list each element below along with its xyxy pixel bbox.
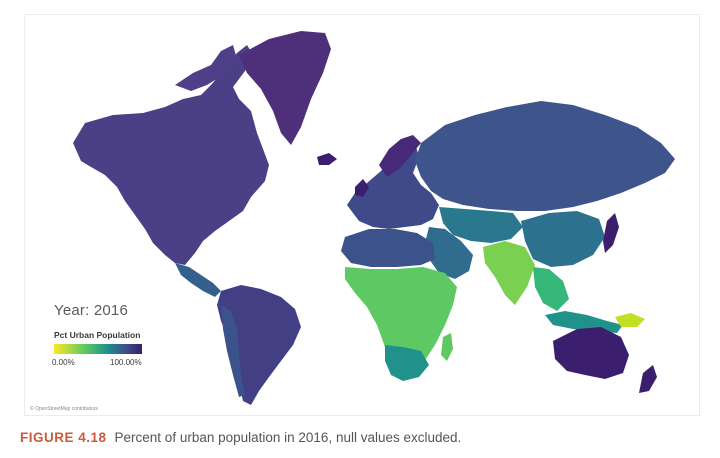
figure-caption-text: Percent of urban population in 2016, nul… [114, 430, 462, 445]
figure-caption: FIGURE 4.18 Percent of urban population i… [20, 430, 461, 445]
region-southeast-asia[interactable] [533, 267, 569, 311]
region-new-zealand[interactable] [639, 365, 657, 393]
region-southern-africa[interactable] [385, 345, 429, 381]
region-central-america[interactable] [175, 263, 221, 297]
region-canadian-arctic[interactable] [175, 45, 237, 91]
legend-title: Pct Urban Population [54, 330, 141, 340]
region-iceland[interactable] [317, 153, 337, 165]
legend-max-label: 100.00% [110, 358, 142, 367]
region-middle-east[interactable] [425, 227, 473, 279]
legend-color-bar [54, 344, 142, 354]
region-japan[interactable] [603, 213, 619, 253]
map-attribution: © OpenStreetMap contributors [30, 406, 98, 412]
region-greenland[interactable] [239, 31, 331, 145]
region-north-america[interactable] [73, 45, 269, 265]
map-frame [24, 14, 700, 416]
region-sub-saharan-africa[interactable] [345, 267, 457, 371]
region-australia[interactable] [553, 327, 629, 379]
legend-min-label: 0.00% [52, 358, 75, 367]
region-madagascar[interactable] [441, 333, 453, 361]
figure-label: FIGURE 4.18 [20, 430, 107, 445]
region-europe[interactable] [347, 143, 439, 229]
region-papua-new-guinea[interactable] [615, 313, 645, 327]
region-central-asia[interactable] [439, 207, 523, 243]
year-label: Year: 2016 [54, 302, 129, 319]
world-map[interactable] [25, 15, 701, 417]
region-andes[interactable] [221, 305, 245, 397]
region-indonesia[interactable] [545, 311, 623, 333]
region-scandinavia[interactable] [379, 135, 421, 177]
region-north-africa[interactable] [341, 229, 435, 267]
region-east-asia[interactable] [521, 211, 605, 267]
region-russia[interactable] [415, 101, 675, 211]
region-south-asia[interactable] [483, 241, 535, 305]
region-uk[interactable] [355, 179, 369, 197]
